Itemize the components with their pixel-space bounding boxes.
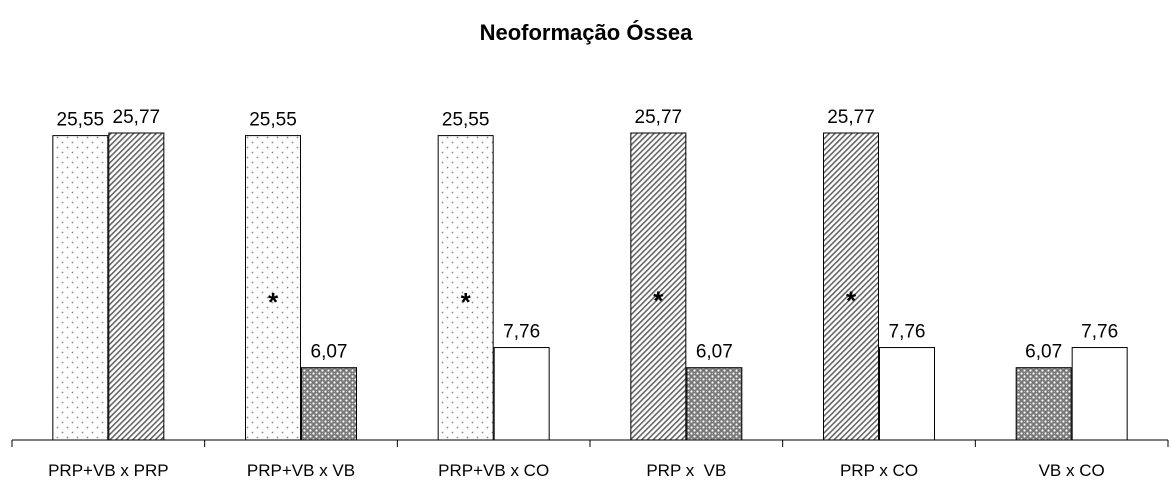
x-tick-label: PRP+VB x CO (438, 461, 549, 480)
data-label: 7,76 (1081, 322, 1118, 343)
bar (1071, 347, 1128, 441)
bar (108, 132, 165, 441)
chart-title: Neoformação Óssea (480, 20, 694, 45)
data-label: 25,77 (113, 107, 161, 128)
x-tick-label: PRP+VB x VB (247, 461, 355, 480)
bar (686, 367, 743, 441)
data-label: 7,76 (503, 322, 540, 343)
bar (245, 135, 301, 441)
data-label: 25,77 (635, 107, 683, 128)
significance-marker: * (268, 287, 279, 317)
data-label: 7,76 (889, 322, 926, 343)
data-label: 25,55 (442, 110, 490, 131)
x-tick-label: PRP+VB x PRP (48, 461, 168, 480)
data-label: 25,55 (57, 110, 105, 131)
significance-marker: * (846, 286, 857, 316)
bar (1015, 367, 1072, 441)
bar (437, 135, 494, 441)
bar (630, 132, 687, 441)
data-label: 6,07 (311, 342, 348, 363)
significance-marker: * (653, 286, 664, 316)
x-tick-label: PRP x CO (840, 461, 918, 480)
bar (301, 367, 357, 441)
bar (879, 347, 935, 441)
bar (52, 135, 109, 441)
data-label: 6,07 (1025, 342, 1062, 363)
significance-marker: * (461, 287, 472, 317)
data-label: 6,07 (696, 342, 733, 363)
bar (823, 132, 879, 441)
x-tick-label: VB x CO (1039, 461, 1105, 480)
bar (493, 347, 550, 441)
data-label: 25,77 (827, 107, 875, 128)
plot-area: 25,55 25,77 PRP+VB x PRP 25,55 6,07 * PRP+VB x… (11, 107, 1169, 480)
data-label: 25,55 (249, 110, 297, 131)
x-tick-label: PRP x VB (646, 461, 726, 480)
